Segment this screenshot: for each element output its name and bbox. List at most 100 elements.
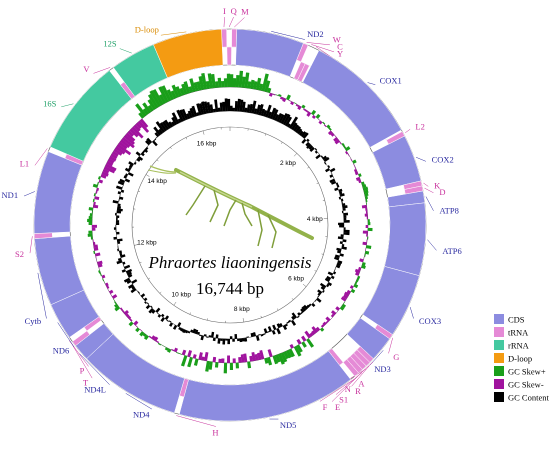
gc-content-bar bbox=[119, 178, 125, 184]
legend-label-trna: tRNA bbox=[508, 328, 529, 338]
gc-skew-negative-bar bbox=[354, 171, 359, 176]
gc-skew-positive-bar bbox=[164, 347, 169, 351]
gc-content-bar bbox=[208, 335, 212, 338]
gc-skew-positive-bar bbox=[367, 227, 373, 232]
gc-skew-negative-bar bbox=[106, 285, 110, 289]
gc-content-bar bbox=[217, 107, 221, 112]
gc-content-bar bbox=[335, 264, 341, 269]
gc-content-bar bbox=[274, 113, 280, 121]
gc-skew-positive-bar bbox=[247, 81, 252, 89]
gc-content-bar bbox=[339, 241, 343, 245]
gene-label-cox3: COX3 bbox=[419, 316, 441, 326]
gc-content-bar bbox=[314, 299, 317, 302]
gene-label-v: V bbox=[83, 64, 90, 74]
gc-skew-negative-bar bbox=[311, 115, 316, 119]
gc-content-bar bbox=[291, 122, 298, 131]
gene-label-e: E bbox=[335, 402, 340, 412]
gc-skew-negative-bar bbox=[365, 247, 367, 251]
gc-skew-positive-bar bbox=[210, 73, 216, 89]
gc-skew-negative-bar bbox=[95, 190, 98, 194]
gc-content-bar bbox=[123, 175, 127, 179]
gc-content-bar bbox=[287, 123, 291, 128]
gc-skew-negative-bar bbox=[272, 93, 276, 96]
gene-arc-atp6 bbox=[384, 202, 427, 277]
gc-skew-positive-bar bbox=[328, 127, 332, 131]
gene-arc-y bbox=[297, 63, 310, 83]
gc-content-bar bbox=[320, 286, 325, 291]
gc-content-bar bbox=[341, 203, 346, 207]
gc-skew-positive-bar bbox=[255, 77, 262, 91]
gc-skew-positive-bar bbox=[198, 76, 205, 91]
gc-content-bar bbox=[322, 290, 325, 293]
gc-skew-negative-bar bbox=[120, 139, 131, 148]
gc-skew-positive-bar bbox=[301, 341, 307, 348]
gc-content-bar bbox=[150, 305, 153, 309]
gc-skew-negative-bar bbox=[106, 160, 114, 167]
gc-skew-positive-bar bbox=[214, 81, 219, 88]
gc-content-bar bbox=[177, 118, 182, 123]
gc-content-bar bbox=[334, 256, 340, 261]
gc-skew-negative-bar bbox=[97, 260, 103, 265]
gc-content-bar bbox=[116, 231, 120, 235]
gc-skew-negative-bar bbox=[129, 318, 133, 322]
gc-content-bar bbox=[337, 260, 343, 264]
gc-skew-positive-bar bbox=[170, 90, 177, 99]
gc-content-bar bbox=[234, 333, 238, 339]
gc-content-bar bbox=[248, 336, 252, 338]
gc-skew-negative-bar bbox=[305, 110, 309, 113]
gc-skew-positive-bar bbox=[138, 112, 145, 119]
kbp-label-6: 6 kbp bbox=[288, 275, 304, 282]
gc-content-bar bbox=[302, 132, 309, 139]
legend-swatch-cds bbox=[494, 314, 504, 324]
gc-content-bar bbox=[210, 331, 215, 338]
gc-content-bar bbox=[314, 150, 318, 154]
gc-skew-positive-bar bbox=[343, 145, 347, 149]
gc-content-bar bbox=[136, 289, 139, 293]
gc-skew-negative-bar bbox=[303, 108, 307, 112]
gc-content-bar bbox=[311, 303, 316, 308]
kbp-tick bbox=[322, 199, 325, 201]
gc-skew-negative-bar bbox=[139, 118, 149, 128]
gc-skew-negative-bar bbox=[212, 356, 217, 363]
leader-atp6 bbox=[427, 239, 437, 251]
leader-cox3 bbox=[409, 307, 414, 319]
gc-skew-negative-bar bbox=[135, 325, 139, 328]
gc-skew-positive-bar bbox=[183, 81, 191, 94]
gc-skew-positive-bar bbox=[293, 345, 302, 357]
gc-content-bar bbox=[343, 229, 350, 233]
gc-content-bar bbox=[342, 205, 348, 209]
kbp-tick bbox=[314, 270, 317, 272]
gc-skew-negative-bar bbox=[173, 347, 178, 353]
gc-content-bar bbox=[140, 152, 145, 157]
gc-skew-positive-bar bbox=[166, 89, 174, 101]
gc-content-bar bbox=[282, 113, 291, 126]
gc-content-bar bbox=[339, 191, 343, 195]
gc-skew-positive-bar bbox=[226, 73, 231, 88]
gc-content-bar bbox=[168, 320, 172, 323]
leader-v bbox=[93, 67, 111, 74]
gc-content-bar bbox=[194, 329, 199, 335]
gc-skew-negative-bar bbox=[323, 124, 327, 128]
gc-content-bar bbox=[116, 208, 123, 212]
gc-content-bar bbox=[326, 275, 332, 281]
gc-content-bar bbox=[309, 146, 315, 153]
gc-content-bar bbox=[134, 159, 137, 162]
gene-label-16s: 16S bbox=[43, 98, 57, 108]
gc-skew-negative-bar bbox=[204, 352, 209, 362]
gc-content-bar bbox=[172, 324, 178, 330]
gc-skew-positive-bar bbox=[135, 103, 147, 117]
gc-skew-negative-bar bbox=[340, 296, 347, 302]
gc-skew-negative-bar bbox=[289, 343, 294, 349]
gene-label-h: H bbox=[212, 427, 218, 437]
gc-skew-positive-bar bbox=[365, 198, 368, 203]
legend-swatch-d-loop bbox=[494, 353, 504, 363]
gc-content-bar bbox=[284, 116, 293, 127]
gc-skew-negative-bar bbox=[365, 207, 368, 211]
gc-skew-negative-bar bbox=[107, 158, 115, 164]
gc-skew-positive-bar bbox=[350, 288, 356, 294]
gene-label-f: F bbox=[323, 402, 328, 412]
gc-content-bar bbox=[306, 143, 312, 149]
gc-skew-positive-bar bbox=[160, 344, 164, 347]
gc-skew-negative-bar bbox=[94, 252, 101, 257]
gc-skew-positive-bar bbox=[205, 361, 210, 372]
